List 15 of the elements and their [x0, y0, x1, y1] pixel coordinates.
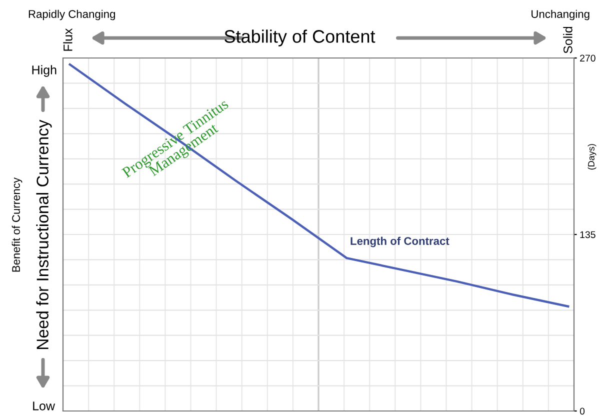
text: Benefit of Currency	[12, 177, 22, 272]
y-tick-label: 135	[580, 231, 596, 238]
annotation: Length of Contract	[350, 236, 450, 248]
chart-title: Stability of Content	[224, 30, 376, 46]
text: High	[32, 65, 56, 77]
text: Solid	[563, 26, 572, 54]
text: Unchanging	[532, 10, 590, 20]
line-series	[68, 63, 570, 308]
text: Need for Instructional Currency	[36, 120, 52, 349]
text: Flux	[63, 28, 72, 51]
text: Low	[33, 402, 56, 410]
chart-subtitle: Rapidly Changing	[28, 10, 115, 20]
y-tick-label: 270	[580, 54, 596, 62]
y-axis-title: (Days)	[588, 144, 596, 170]
y-tick-label: 0	[580, 408, 585, 415]
